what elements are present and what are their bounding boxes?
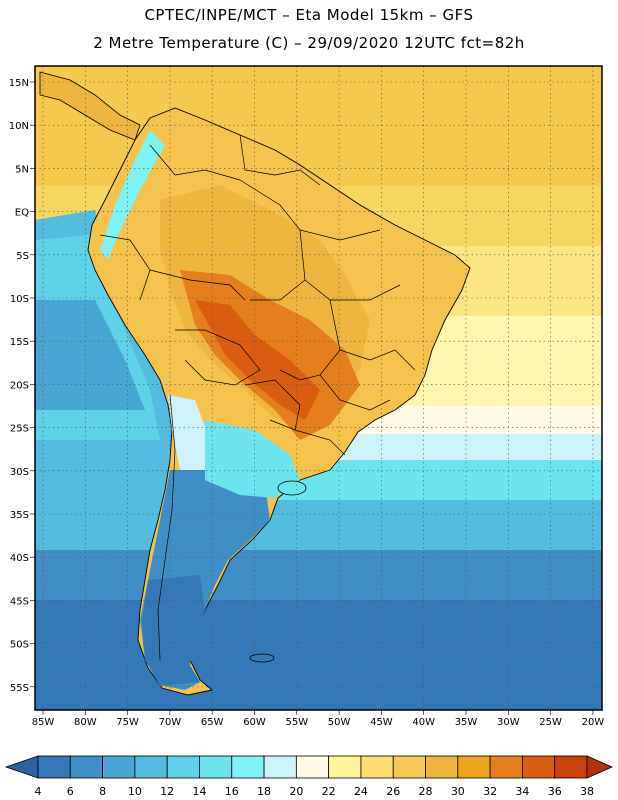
lon-label: 25W xyxy=(539,717,562,728)
lat-label: 40S xyxy=(10,553,29,564)
border-paraguay xyxy=(244,379,301,431)
colorbar-label: 34 xyxy=(515,785,529,798)
colorbar-label: 36 xyxy=(548,785,562,798)
colorbar-swatch xyxy=(37,755,71,779)
pampas-cyan xyxy=(205,420,300,498)
colorbar-label: 18 xyxy=(257,785,271,798)
lon-label: 45W xyxy=(370,717,393,728)
colorbar-label: 24 xyxy=(354,785,368,798)
colorbar-label: 20 xyxy=(289,785,303,798)
lat-label: 15N xyxy=(9,78,29,89)
lat-label: 55S xyxy=(10,683,29,694)
colorbar-label: 6 xyxy=(67,785,74,798)
colorbar-label: 8 xyxy=(99,785,106,798)
colorbar: 4 6 8 10 12 14 16 18 20 22 24 26 28 30 32 34 36 38 xyxy=(4,755,613,798)
colorbar-swatch xyxy=(199,755,233,779)
lon-label: 70W xyxy=(159,717,182,728)
ocean-band-mid-blue xyxy=(35,550,602,600)
colorbar-swatch xyxy=(166,755,200,779)
map-field xyxy=(35,66,602,710)
border-bolivia xyxy=(175,329,261,386)
lon-label: 20W xyxy=(582,717,605,728)
lat-label: EQ xyxy=(15,208,29,219)
colorbar-swatch xyxy=(231,755,265,779)
colorbar-swatch xyxy=(554,755,588,779)
border-brazil-states-6 xyxy=(319,374,391,411)
lat-label: 45S xyxy=(10,596,29,607)
map-frame xyxy=(34,65,603,711)
colorbar-swatch xyxy=(489,755,523,779)
colorbar-label: 30 xyxy=(451,785,465,798)
colorbar-swatch xyxy=(134,755,168,779)
colorbar-swatch xyxy=(360,755,394,779)
colorbar-swatch xyxy=(69,755,103,779)
colorbar-swatch xyxy=(263,755,297,779)
central-america xyxy=(39,71,141,141)
lon-label: 60W xyxy=(243,717,266,728)
border-peru-brazil xyxy=(149,269,246,301)
uruguay-lagoon xyxy=(277,480,307,496)
lon-label: 80W xyxy=(74,717,97,728)
lat-label: 10N xyxy=(9,121,29,132)
colorbar-label: 16 xyxy=(225,785,239,798)
country-borders xyxy=(99,134,416,661)
lat-label: 25S xyxy=(10,424,29,435)
lon-label: 85W xyxy=(32,717,55,728)
andes-cold-strip xyxy=(100,130,165,260)
ocean-band-deep-blue xyxy=(35,600,602,710)
falkland-islands xyxy=(249,653,275,663)
colorbar-swatch xyxy=(328,755,362,779)
lat-label: 5N xyxy=(15,164,29,175)
border-colombia-venezuela xyxy=(149,144,241,181)
chart-title-line-2: 2 Metre Temperature (C) – 29/09/2020 12U… xyxy=(93,34,525,52)
chart-title-line-1: CPTEC/INPE/MCT – Eta Model 15km – GFS xyxy=(144,6,474,24)
colorbar-swatch xyxy=(425,755,459,779)
lat-label: 15S xyxy=(10,337,29,348)
colorbar-label: 14 xyxy=(192,785,206,798)
colorbar-label: 38 xyxy=(580,785,594,798)
lon-label: 65W xyxy=(201,717,224,728)
colorbar-swatch xyxy=(295,755,330,779)
colorbar-label: 28 xyxy=(419,785,433,798)
pacific-blue-water xyxy=(35,300,145,410)
lon-label: 50W xyxy=(328,717,351,728)
colorbar-swatch xyxy=(102,755,136,779)
lon-label: 40W xyxy=(412,717,435,728)
colorbar-label: 22 xyxy=(322,785,336,798)
lat-label: 50S xyxy=(10,640,29,651)
border-argentina-brazil xyxy=(294,429,346,456)
colorbar-swatch xyxy=(457,755,491,779)
colorbar-label: 12 xyxy=(160,785,174,798)
colorbar-label: 32 xyxy=(483,785,497,798)
lat-label: 30S xyxy=(10,467,29,478)
colorbar-arrow-high xyxy=(586,755,613,779)
colorbar-swatch xyxy=(392,755,426,779)
hottest-region xyxy=(195,300,320,420)
colorbar-label: 4 xyxy=(35,785,42,798)
lat-label: 10S xyxy=(10,294,29,305)
lon-label: 30W xyxy=(497,717,520,728)
graticule xyxy=(30,66,602,715)
colorbar-swatch xyxy=(522,755,556,779)
border-guianas xyxy=(239,134,321,186)
lat-label: 5S xyxy=(16,251,29,262)
lon-label: 75W xyxy=(116,717,139,728)
lon-label: 35W xyxy=(455,717,478,728)
border-brazil-states-4 xyxy=(329,299,416,371)
longitude-labels: 85W 80W 75W 70W 65W 60W 55W 50W 45W 40W 35W 30W 25W 2… xyxy=(32,717,605,728)
colorbar-label: 10 xyxy=(128,785,142,798)
border-chile-argentina xyxy=(157,394,176,661)
lon-label: 55W xyxy=(285,717,308,728)
patagonia-deep-blue xyxy=(142,575,205,686)
latitude-labels: 15N 10N 5N EQ 5S 10S 15S 20S 25S 30S 35S 40S 45S 50S 5… xyxy=(9,78,29,694)
colorbar-arrow-low xyxy=(4,755,39,779)
colorbar-label: 26 xyxy=(386,785,400,798)
lat-label: 20S xyxy=(10,380,29,391)
lat-label: 35S xyxy=(10,510,29,521)
border-brazil-states-5 xyxy=(279,349,341,381)
